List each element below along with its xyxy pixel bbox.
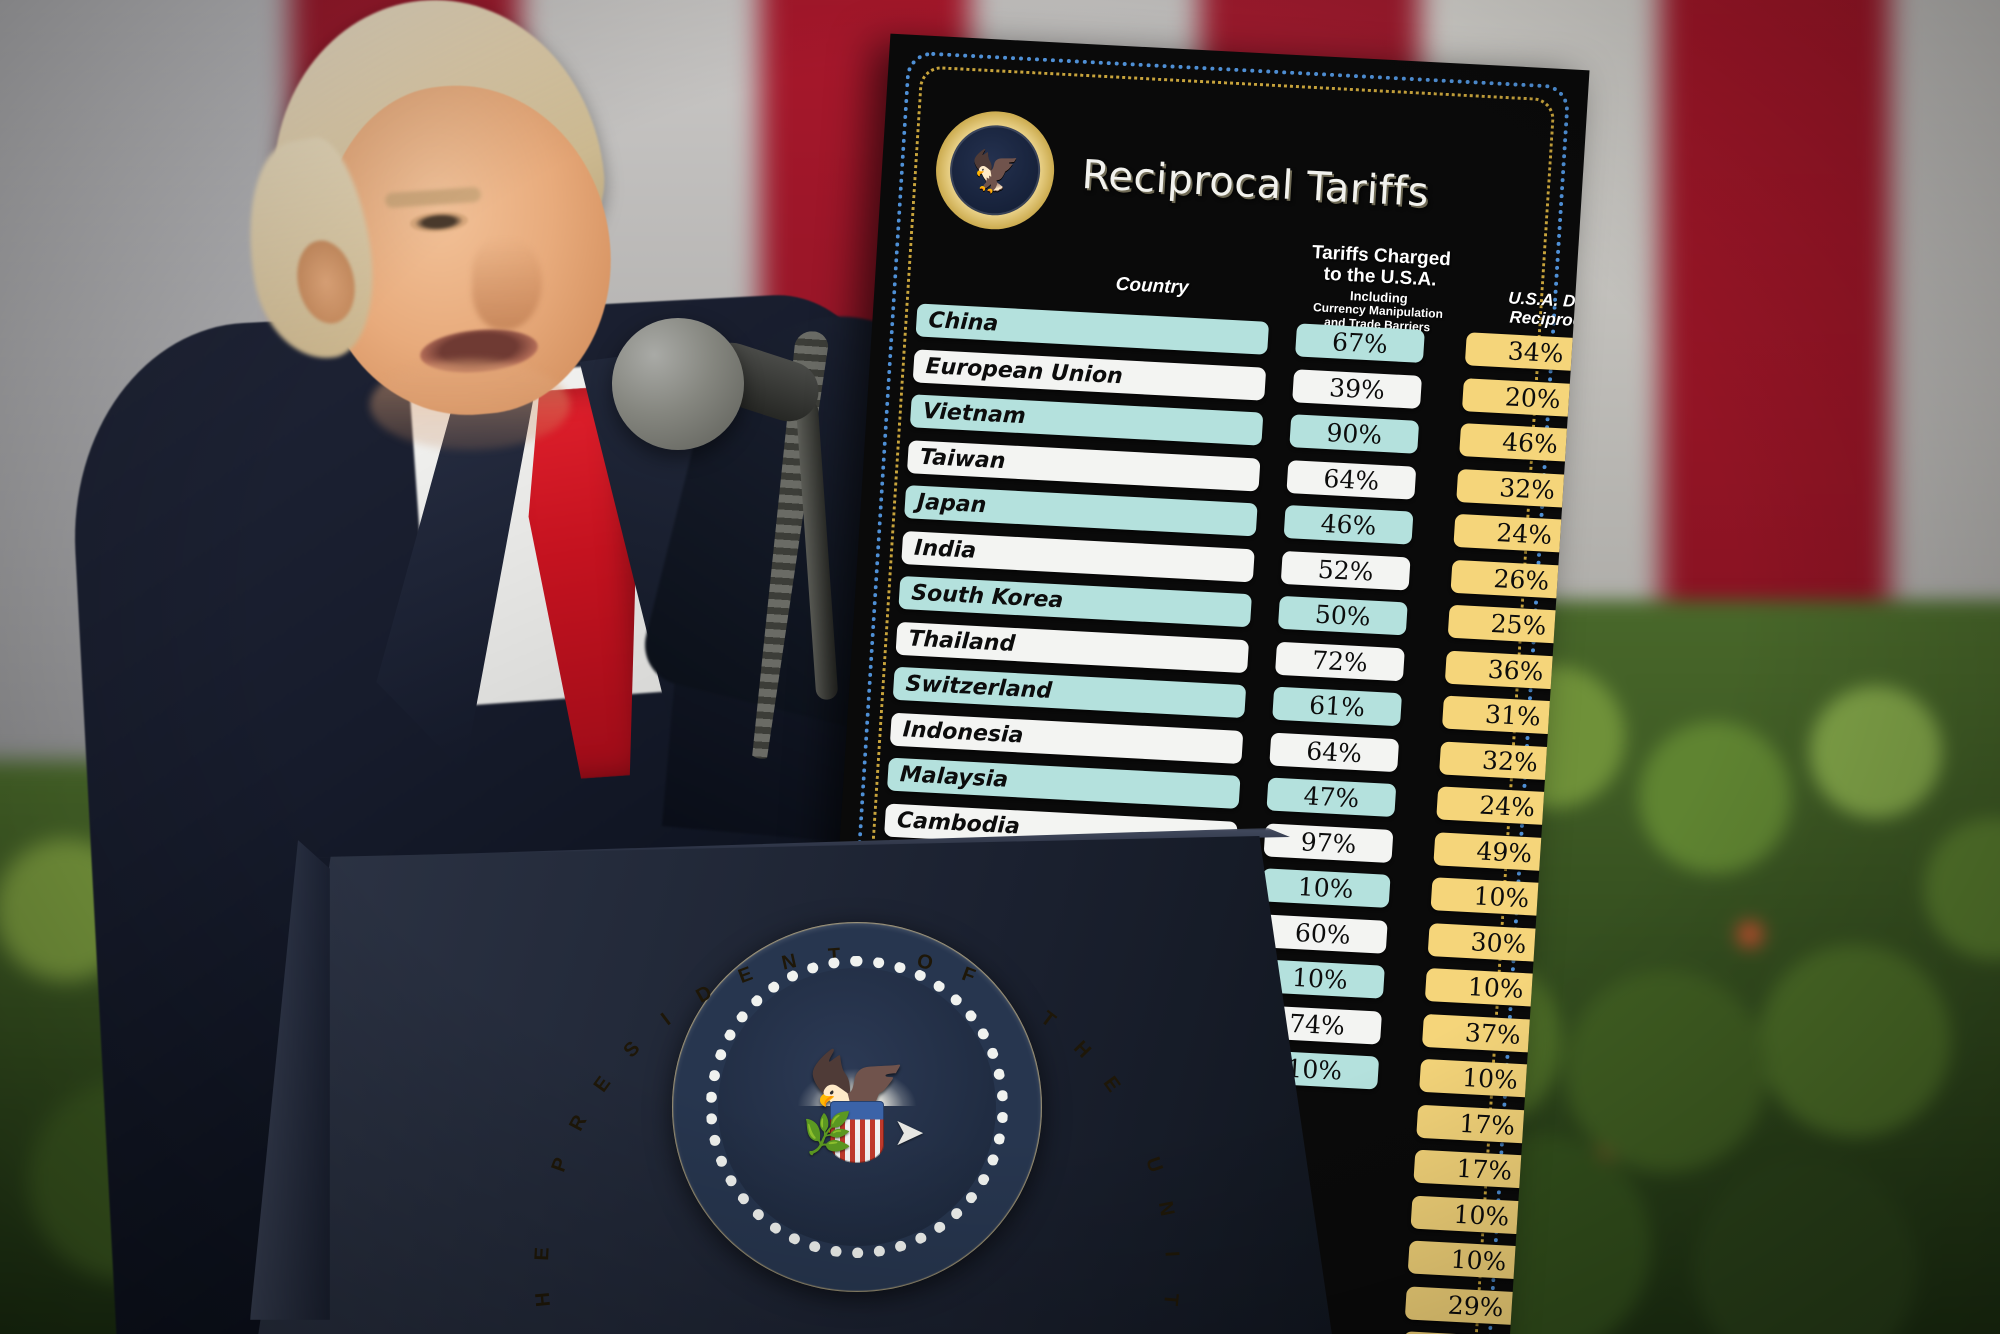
- microphone-windscreen: [612, 318, 744, 450]
- column-header-country: Country: [1115, 273, 1190, 299]
- charged-tariff-cell: 72%: [1275, 641, 1405, 681]
- charged-tariff-cell: 50%: [1277, 595, 1408, 636]
- speaker-figure: [63, 0, 1054, 1334]
- charged-line2: to the U.S.A.: [1323, 263, 1438, 291]
- charged-tariff-cell: 64%: [1286, 459, 1417, 500]
- poster-title: Reciprocal Tariffs: [1080, 151, 1431, 217]
- seal-star-ring: [706, 956, 1008, 1258]
- charged-tariff-cell: 46%: [1283, 504, 1414, 545]
- seal-ring-letter: H: [531, 1291, 556, 1308]
- chin: [370, 360, 570, 450]
- charged-tariff-cell: 52%: [1280, 550, 1411, 591]
- presidential-seal-icon: 🦅: [932, 108, 1058, 233]
- arrows-icon: ➤: [893, 1112, 925, 1154]
- charged-tariff-cell: 60%: [1257, 913, 1388, 954]
- seal-ring-letter: I: [1160, 1250, 1183, 1258]
- seal-ring-letter: E: [735, 962, 756, 989]
- seal-ring-letter: E: [531, 1246, 554, 1262]
- seal-glory: [797, 1068, 917, 1106]
- shield-icon: [830, 1101, 884, 1163]
- charged-tariff-cell: 10%: [1260, 868, 1391, 908]
- charged-tariff-cell: 64%: [1269, 732, 1400, 772]
- seal-ring-letter: T: [1159, 1292, 1183, 1307]
- seal-ring-letter: F: [958, 962, 979, 988]
- charged-tariff-cell: 97%: [1263, 822, 1394, 863]
- country-cell: China: [915, 303, 1270, 355]
- charged-tariff-cell: 90%: [1289, 414, 1420, 454]
- charged-tariff-cell: 67%: [1295, 323, 1425, 363]
- seal-ring-letter: D: [692, 981, 716, 1008]
- charged-tariff-cell: 39%: [1292, 368, 1423, 409]
- charged-tariff-cell: 61%: [1272, 686, 1403, 727]
- seal-eagle: 🦅 🌿 ➤: [772, 1032, 942, 1182]
- nose: [472, 238, 542, 330]
- olive-branch-icon: 🌿: [802, 1112, 853, 1156]
- charged-tariff-cell: 47%: [1266, 777, 1397, 818]
- discounted-tariff-cell: 34%: [1464, 332, 1590, 373]
